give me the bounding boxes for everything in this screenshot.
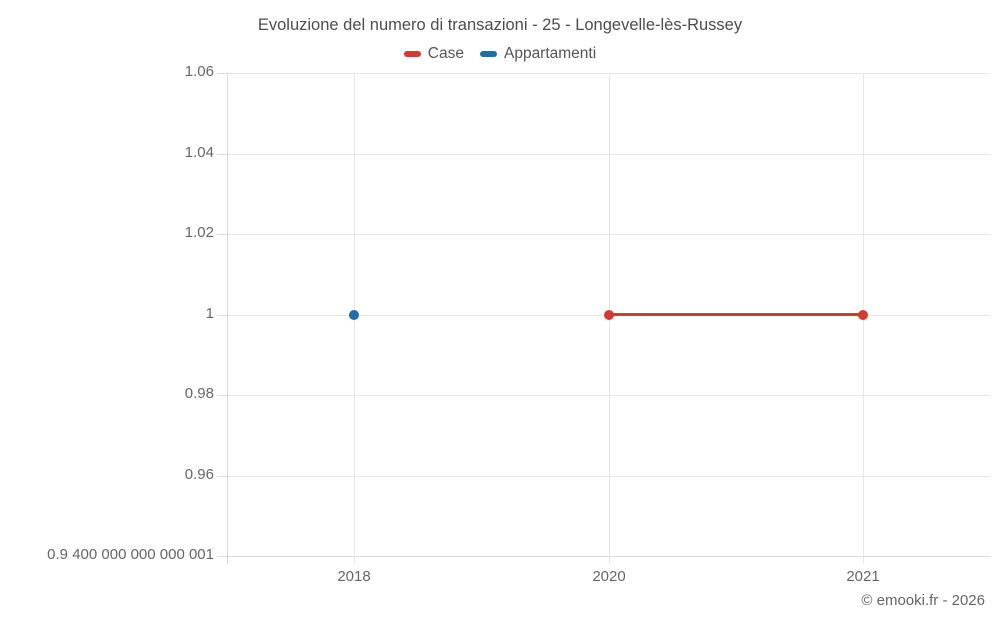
y-axis-tick <box>217 395 227 396</box>
legend-item-appartamenti[interactable]: Appartamenti <box>479 45 597 63</box>
legend-label: Case <box>427 45 464 62</box>
chart-legend: Case Appartamenti <box>0 45 1000 63</box>
y-axis-tick <box>217 234 227 235</box>
x-axis-line <box>227 556 990 557</box>
x-axis-label: 2020 <box>592 568 626 585</box>
y-axis-tick <box>217 73 227 74</box>
y-axis-label: 0.98 <box>184 385 214 402</box>
data-point-case <box>857 309 868 320</box>
y-axis-label: 1.02 <box>184 224 214 241</box>
y-axis-tick <box>217 476 227 477</box>
copyright-credit: © emooki.fr - 2026 <box>861 592 985 609</box>
gridline-horizontal <box>227 154 990 155</box>
legend-swatch-case <box>403 51 421 57</box>
data-point-case <box>603 309 614 320</box>
y-axis-tick <box>217 556 227 557</box>
gridline-horizontal <box>227 395 990 396</box>
data-point-appartamenti <box>349 309 360 320</box>
gridline-horizontal <box>227 73 990 74</box>
y-axis-tick <box>217 315 227 316</box>
y-axis-label: 1.04 <box>184 144 214 161</box>
chart-title: Evoluzione del numero di transazioni - 2… <box>257 16 743 34</box>
y-axis-tick <box>217 154 227 155</box>
y-axis-label: 0.9 400 000 000 000 001 <box>47 546 214 563</box>
y-axis-label: 1.06 <box>184 63 214 80</box>
legend-swatch-appartamenti <box>479 51 497 57</box>
y-axis-line <box>227 73 228 564</box>
x-axis-label: 2021 <box>846 568 880 585</box>
y-axis-label: 1 <box>205 305 214 322</box>
series-line-case <box>608 313 863 316</box>
y-axis-label: 0.96 <box>184 466 214 483</box>
legend-label: Appartamenti <box>503 45 597 62</box>
gridline-horizontal <box>227 234 990 235</box>
x-axis-label: 2018 <box>337 568 371 585</box>
legend-item-case[interactable]: Case <box>403 45 464 63</box>
gridline-horizontal <box>227 476 990 477</box>
